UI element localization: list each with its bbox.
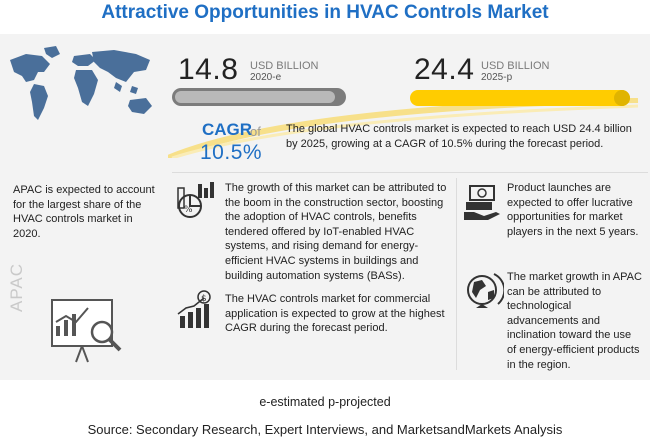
current-market-value: 14.8 — [178, 53, 239, 86]
source-note: Source: Secondary Research, Expert Inter… — [87, 422, 563, 437]
projected-market-year: 2025-p — [481, 72, 513, 83]
horizontal-divider — [172, 172, 648, 173]
estimate-legend-note: e-estimated p-projected — [259, 395, 391, 409]
dollar-bar-chart-icon: $ — [177, 290, 211, 328]
projected-market-bar — [410, 90, 630, 106]
item-text-construction: The growth of this market can be attribu… — [225, 182, 447, 282]
projected-market-bar-cap — [614, 90, 630, 106]
svg-text:%: % — [184, 205, 193, 215]
money-hand-icon — [464, 185, 500, 220]
projected-market-unit: USD BILLION — [481, 60, 550, 72]
cagr-value: 10.5% — [200, 141, 263, 164]
current-market-unit: USD BILLION — [250, 60, 319, 72]
globe-icon — [467, 273, 504, 308]
item-text-product-launches: Product launches are expected to offer l… — [507, 182, 639, 238]
construction-chart-icon: % — [177, 182, 214, 218]
cagr-label: CAGR — [202, 120, 253, 139]
item-text-commercial: The HVAC controls market for commercial … — [225, 293, 445, 335]
apac-share-text: APAC is expected to account for the larg… — [13, 184, 155, 240]
vertical-divider — [456, 178, 457, 370]
current-market-year: 2020-e — [250, 72, 282, 83]
page-title: Attractive Opportunities in HVAC Control… — [101, 2, 549, 23]
world-map-icon — [10, 46, 152, 120]
cagr-of: of — [250, 124, 261, 139]
item-text-apac-growth: The market growth in APAC can be attribu… — [507, 271, 642, 371]
presentation-board-icon — [51, 299, 122, 363]
current-market-bar-fill — [175, 91, 335, 103]
projected-market-value: 24.4 — [414, 53, 475, 86]
apac-vertical-label: APAC — [7, 262, 26, 312]
cagr-description: The global HVAC controls market is expec… — [286, 123, 632, 150]
